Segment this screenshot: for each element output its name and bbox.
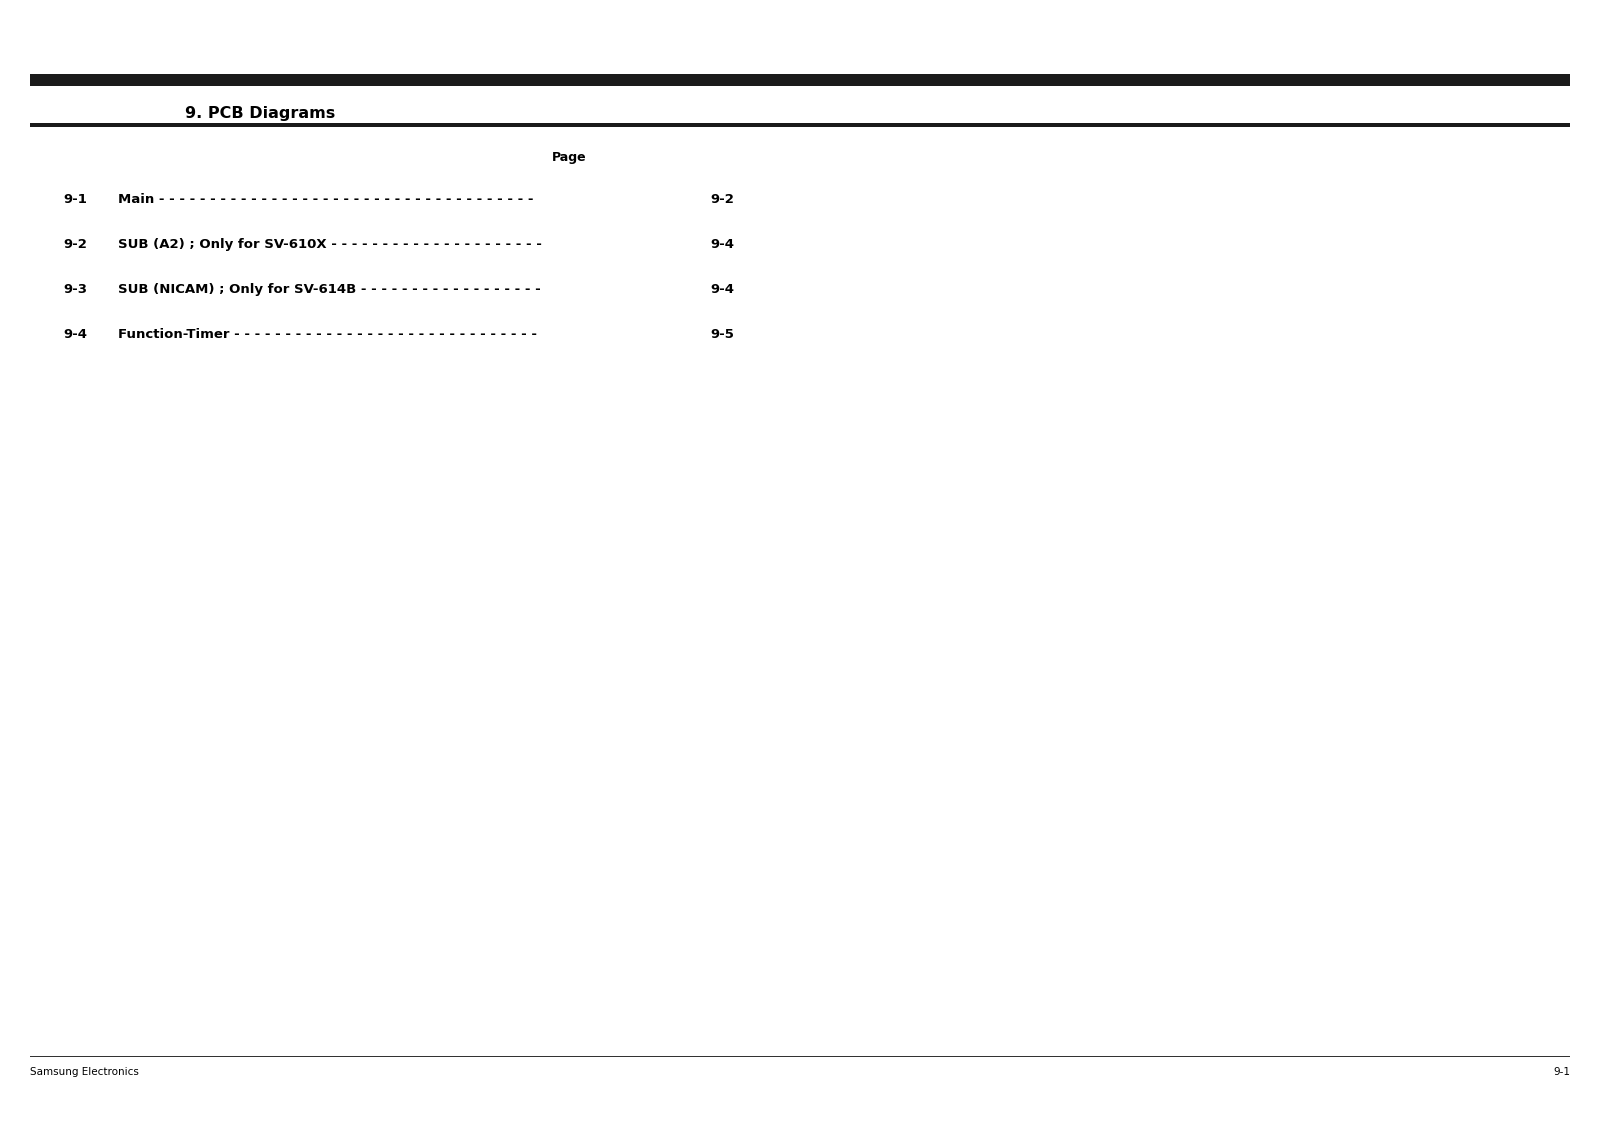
Text: 9-5: 9-5 <box>710 328 734 341</box>
Bar <box>30 123 1570 127</box>
Text: SUB (A2) ; Only for SV-610X - - - - - - - - - - - - - - - - - - - - -: SUB (A2) ; Only for SV-610X - - - - - - … <box>118 238 542 251</box>
Bar <box>30 74 1570 86</box>
Text: 9-2: 9-2 <box>710 194 734 206</box>
Text: 9. PCB Diagrams: 9. PCB Diagrams <box>186 106 336 121</box>
Text: 9-1: 9-1 <box>1554 1067 1570 1078</box>
Text: Page: Page <box>552 151 587 164</box>
Text: 9-1: 9-1 <box>62 194 86 206</box>
Text: 9-4: 9-4 <box>710 283 734 297</box>
Text: SUB (NICAM) ; Only for SV-614B - - - - - - - - - - - - - - - - - -: SUB (NICAM) ; Only for SV-614B - - - - -… <box>118 283 541 297</box>
Text: 9-3: 9-3 <box>62 283 86 297</box>
Text: 9-4: 9-4 <box>710 238 734 251</box>
Text: Samsung Electronics: Samsung Electronics <box>30 1067 139 1078</box>
Text: Main - - - - - - - - - - - - - - - - - - - - - - - - - - - - - - - - - - - - -: Main - - - - - - - - - - - - - - - - - -… <box>118 194 533 206</box>
Text: 9-4: 9-4 <box>62 328 86 341</box>
Text: 9-2: 9-2 <box>62 238 86 251</box>
Text: Function-Timer - - - - - - - - - - - - - - - - - - - - - - - - - - - - - -: Function-Timer - - - - - - - - - - - - -… <box>118 328 538 341</box>
